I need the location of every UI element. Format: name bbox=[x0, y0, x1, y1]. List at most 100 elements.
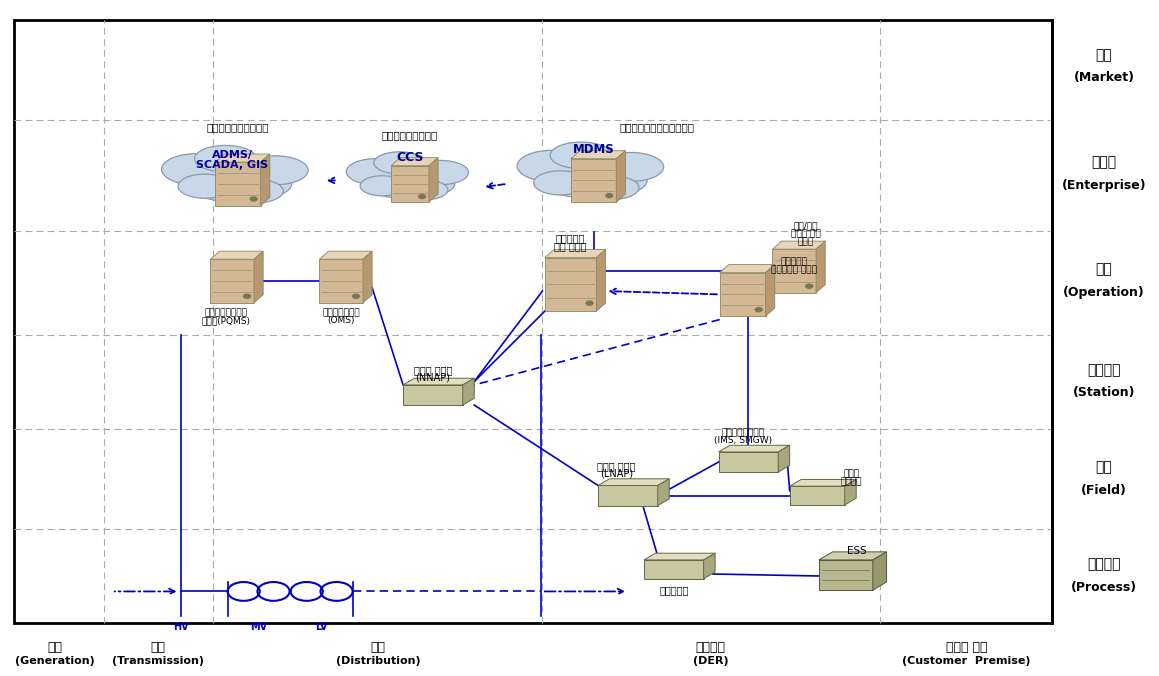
Text: 지능형계측시스템: 지능형계측시스템 bbox=[721, 428, 764, 437]
Polygon shape bbox=[363, 251, 372, 303]
Text: (DER): (DER) bbox=[693, 656, 728, 666]
Text: (Field): (Field) bbox=[1081, 484, 1127, 497]
Text: (Customer  Premise): (Customer Premise) bbox=[902, 656, 1030, 666]
Text: 프로세스: 프로세스 bbox=[1087, 558, 1121, 572]
Polygon shape bbox=[391, 166, 429, 202]
Text: 소비자 구내: 소비자 구내 bbox=[946, 642, 987, 654]
Polygon shape bbox=[254, 251, 263, 303]
Circle shape bbox=[756, 308, 763, 312]
Polygon shape bbox=[719, 445, 789, 452]
Text: 미터링데이터관리자시스템: 미터링데이터관리자시스템 bbox=[619, 122, 694, 132]
Ellipse shape bbox=[195, 145, 256, 172]
Polygon shape bbox=[789, 479, 857, 486]
Text: 수집 시스템: 수집 시스템 bbox=[554, 241, 586, 251]
Polygon shape bbox=[720, 264, 774, 272]
Polygon shape bbox=[719, 452, 778, 472]
Text: 시스템(PQMS): 시스템(PQMS) bbox=[202, 316, 252, 325]
Polygon shape bbox=[772, 249, 816, 293]
Text: 시스템: 시스템 bbox=[797, 237, 814, 247]
Text: (Enterprise): (Enterprise) bbox=[1062, 178, 1146, 191]
Circle shape bbox=[806, 284, 812, 288]
Polygon shape bbox=[320, 259, 363, 303]
Text: (Station): (Station) bbox=[1073, 387, 1135, 400]
Text: (OMS): (OMS) bbox=[327, 316, 355, 325]
Ellipse shape bbox=[551, 142, 612, 168]
Text: 전력품질모니터링: 전력품질모니터링 bbox=[205, 308, 248, 317]
Polygon shape bbox=[778, 445, 789, 472]
Polygon shape bbox=[597, 249, 605, 311]
Polygon shape bbox=[845, 479, 857, 505]
Ellipse shape bbox=[598, 153, 664, 181]
Polygon shape bbox=[261, 154, 270, 206]
Circle shape bbox=[586, 301, 593, 305]
Text: 시장: 시장 bbox=[1095, 48, 1113, 62]
Polygon shape bbox=[598, 485, 658, 506]
Text: (Market): (Market) bbox=[1073, 72, 1135, 84]
Text: (NNAP): (NNAP) bbox=[415, 373, 451, 383]
Text: 감시기기: 감시기기 bbox=[840, 477, 862, 486]
Polygon shape bbox=[658, 479, 669, 506]
Text: 정전관리시스템: 정전관리시스템 bbox=[322, 308, 360, 317]
Polygon shape bbox=[816, 241, 825, 293]
Circle shape bbox=[606, 193, 613, 197]
Text: 중앙클라우드시스템: 중앙클라우드시스템 bbox=[381, 130, 438, 140]
Polygon shape bbox=[644, 553, 715, 560]
Polygon shape bbox=[320, 251, 372, 259]
Text: 실시간: 실시간 bbox=[844, 469, 860, 478]
Polygon shape bbox=[644, 560, 704, 579]
Polygon shape bbox=[545, 258, 597, 311]
Polygon shape bbox=[819, 560, 873, 590]
Polygon shape bbox=[766, 264, 774, 316]
Polygon shape bbox=[391, 158, 438, 166]
Text: (Operation): (Operation) bbox=[1063, 286, 1145, 299]
Text: 필드: 필드 bbox=[1095, 460, 1113, 475]
Text: 발전: 발전 bbox=[46, 642, 61, 654]
Circle shape bbox=[352, 294, 359, 298]
Text: (IMS, SMGW): (IMS, SMGW) bbox=[714, 436, 772, 445]
Ellipse shape bbox=[517, 150, 588, 182]
Ellipse shape bbox=[365, 169, 454, 199]
Text: SCADA, GIS: SCADA, GIS bbox=[196, 160, 268, 170]
Text: 송전: 송전 bbox=[151, 642, 165, 654]
Polygon shape bbox=[545, 249, 605, 258]
Polygon shape bbox=[617, 151, 626, 202]
Text: 계측데이터: 계측데이터 bbox=[781, 257, 808, 266]
Text: 조류/부하: 조류/부하 bbox=[794, 222, 818, 231]
Text: 이웃망 접속점: 이웃망 접속점 bbox=[414, 365, 452, 375]
Polygon shape bbox=[403, 385, 462, 405]
Polygon shape bbox=[429, 158, 438, 202]
Text: (Distribution): (Distribution) bbox=[336, 656, 421, 666]
Ellipse shape bbox=[178, 174, 232, 198]
Text: MV: MV bbox=[250, 622, 267, 631]
Text: 분산자원: 분산자원 bbox=[695, 642, 726, 654]
Ellipse shape bbox=[184, 166, 292, 202]
Polygon shape bbox=[772, 241, 825, 249]
Text: 배전운영자관리시스템: 배전운영자관리시스템 bbox=[206, 122, 269, 132]
Circle shape bbox=[243, 294, 250, 298]
Text: (Process): (Process) bbox=[1071, 581, 1137, 594]
Text: 사업자: 사업자 bbox=[1092, 155, 1116, 170]
Text: CCS: CCS bbox=[396, 151, 424, 164]
Polygon shape bbox=[598, 479, 669, 485]
Circle shape bbox=[418, 195, 425, 199]
Polygon shape bbox=[720, 272, 766, 316]
Text: 계량데이터: 계량데이터 bbox=[556, 233, 585, 243]
Text: (Generation): (Generation) bbox=[15, 656, 94, 666]
Text: 전처리가공 시스템: 전처리가공 시스템 bbox=[771, 265, 817, 274]
Text: 배전: 배전 bbox=[371, 642, 385, 654]
Text: LV: LV bbox=[315, 622, 328, 631]
Ellipse shape bbox=[360, 176, 404, 196]
Ellipse shape bbox=[242, 155, 308, 185]
Polygon shape bbox=[819, 552, 887, 560]
Text: (Transmission): (Transmission) bbox=[111, 656, 204, 666]
Text: ADMS/: ADMS/ bbox=[212, 149, 253, 160]
Text: 데이터 예측: 데이터 예측 bbox=[790, 229, 821, 239]
Polygon shape bbox=[789, 486, 845, 505]
Polygon shape bbox=[570, 159, 617, 202]
Text: ESS: ESS bbox=[847, 546, 867, 556]
Text: (LNAP): (LNAP) bbox=[600, 468, 633, 479]
Text: MDMS: MDMS bbox=[573, 143, 614, 156]
Ellipse shape bbox=[581, 176, 639, 199]
Polygon shape bbox=[873, 552, 887, 590]
Circle shape bbox=[250, 197, 257, 201]
